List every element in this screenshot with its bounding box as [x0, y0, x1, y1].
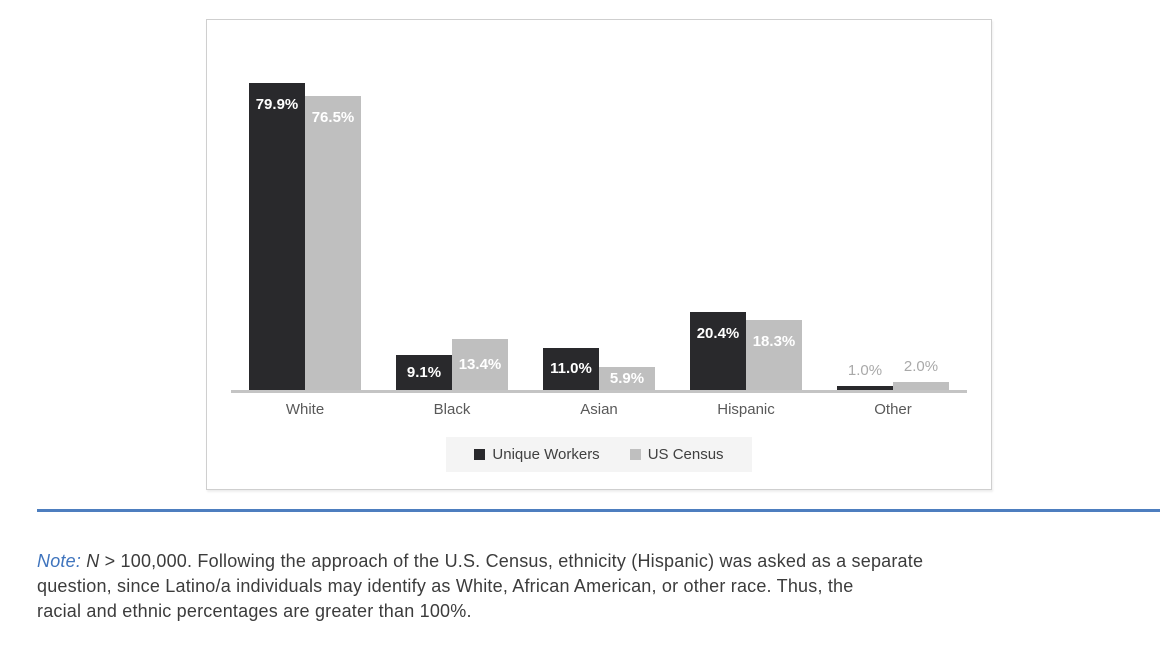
value-label-white-unique-workers: 79.9%	[255, 96, 299, 113]
category-label-hispanic: Hispanic	[717, 401, 775, 418]
value-label-other-unique-workers: 1.0%	[847, 362, 883, 379]
legend-swatch-icon	[629, 449, 641, 460]
legend: Unique Workers US Census	[446, 437, 752, 472]
bar-group-white: 79.9% 76.5%	[249, 83, 361, 390]
bar-black-us-census: 13.4%	[452, 339, 508, 390]
value-label-black-us-census: 13.4%	[458, 355, 502, 373]
bar-group-asian: 11.0% 5.9%	[543, 348, 655, 390]
legend-container: Unique Workers US Census	[207, 437, 991, 472]
legend-item-unique-workers: Unique Workers	[474, 446, 600, 463]
note-line-3: racial and ethnic percentages are greate…	[37, 601, 472, 621]
legend-label: Unique Workers	[492, 446, 600, 463]
bar-hispanic-us-census: 18.3%	[746, 320, 802, 390]
category-axis-labels: White Black Asian Hispanic Other	[249, 401, 949, 418]
bar-group-other: 1.0% 2.0%	[837, 358, 949, 390]
note-line-1-text: > 100,000. Following the approach of the…	[104, 551, 924, 571]
value-label-hispanic-unique-workers: 20.4%	[696, 325, 740, 342]
value-label-hispanic-us-census: 18.3%	[752, 333, 796, 350]
blue-divider-rule	[37, 509, 1160, 512]
category-label-black: Black	[433, 401, 471, 418]
note-line-1: Note: N > 100,000. Following the approac…	[37, 549, 1160, 574]
bar-black-unique-workers: 9.1%	[396, 355, 452, 390]
value-label-black-unique-workers: 9.1%	[406, 363, 442, 381]
category-label-asian: Asian	[580, 401, 618, 418]
value-label-white-us-census: 76.5%	[311, 109, 355, 126]
plot-area: 79.9% 76.5% 9.1% 13.4% 11.0% 5.9% 20.4% 18.3% 1.…	[249, 20, 949, 390]
bar-group-hispanic: 20.4% 18.3%	[690, 312, 802, 390]
category-label-white: White	[285, 401, 325, 418]
chart-panel: 79.9% 76.5% 9.1% 13.4% 11.0% 5.9% 20.4% 18.3% 1.…	[206, 19, 992, 490]
figure-note: Note: N > 100,000. Following the approac…	[37, 549, 1160, 624]
bar-hispanic-unique-workers: 20.4%	[690, 312, 746, 390]
value-label-asian-unique-workers: 11.0%	[550, 360, 592, 377]
bar-other-us-census: 2.0%	[893, 358, 949, 390]
bar-asian-us-census: 5.9%	[599, 367, 655, 390]
bar-other-unique-workers: 1.0%	[837, 362, 893, 390]
bar-white-unique-workers: 79.9%	[249, 83, 305, 390]
category-label-other: Other	[874, 401, 912, 418]
value-label-other-us-census: 2.0%	[903, 358, 939, 375]
value-label-asian-us-census: 5.9%	[609, 369, 645, 387]
note-label: Note:	[37, 551, 82, 571]
bar-asian-unique-workers: 11.0%	[543, 348, 599, 390]
legend-swatch-icon	[474, 449, 486, 460]
bar-white-us-census: 76.5%	[305, 96, 361, 390]
note-n-symbol: N	[86, 551, 100, 571]
bar-group-black: 9.1% 13.4%	[396, 339, 508, 390]
x-axis-line	[231, 390, 967, 393]
legend-label: US Census	[647, 446, 724, 463]
note-line-2: question, since Latino/a individuals may…	[37, 576, 854, 596]
legend-item-us-census: US Census	[629, 446, 724, 463]
